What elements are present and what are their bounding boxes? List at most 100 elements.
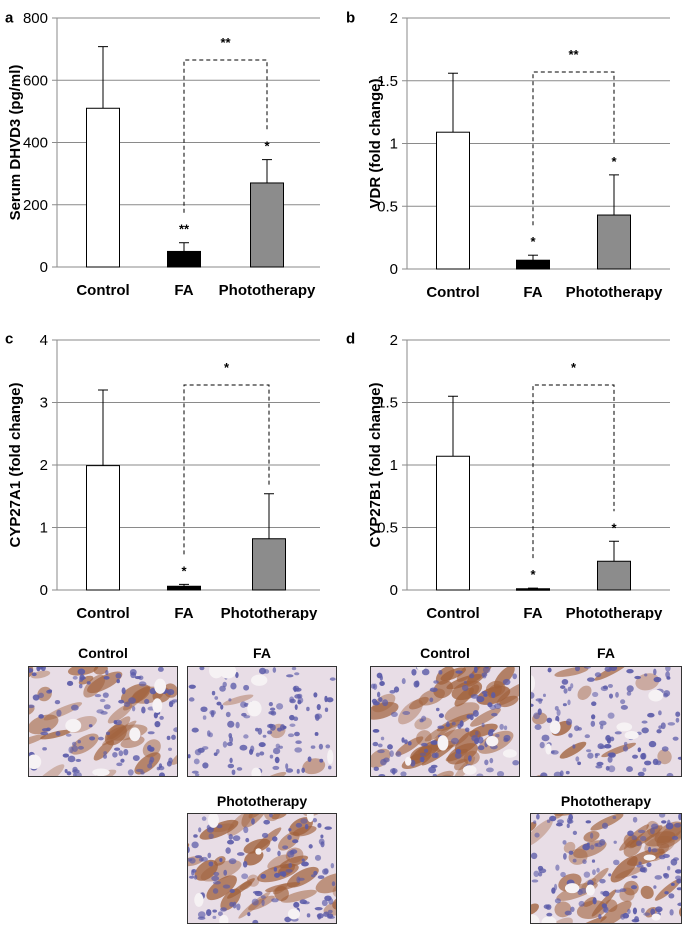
- nucleus: [570, 906, 575, 913]
- y-tick-label: 2: [390, 332, 398, 349]
- nucleus: [495, 733, 500, 738]
- nucleus: [269, 754, 274, 759]
- nucleus: [637, 829, 646, 834]
- nucleus: [212, 880, 221, 885]
- category-label: Control: [426, 284, 479, 301]
- nucleus: [429, 687, 438, 693]
- nucleus: [116, 678, 120, 684]
- nucleus: [132, 755, 140, 761]
- nucleus: [102, 692, 109, 698]
- nucleus: [642, 767, 647, 772]
- nucleus: [649, 827, 655, 835]
- stain-region: [466, 667, 494, 687]
- nucleus: [415, 680, 420, 687]
- significance-marker: *: [611, 520, 617, 535]
- nucleus: [596, 867, 600, 873]
- nucleus: [103, 754, 107, 759]
- nucleus: [260, 873, 267, 879]
- nucleus: [377, 743, 383, 748]
- nucleus: [295, 822, 303, 828]
- nucleus: [289, 714, 295, 721]
- nucleus: [68, 746, 74, 754]
- nucleus: [250, 745, 255, 753]
- nucleus: [225, 711, 231, 718]
- nucleus: [188, 858, 193, 862]
- nucleus: [54, 699, 61, 705]
- nucleus: [570, 683, 574, 689]
- nucleus: [272, 667, 277, 673]
- nucleus: [648, 846, 652, 853]
- nucleus: [251, 818, 255, 825]
- nucleus: [531, 879, 539, 883]
- stain-region: [429, 770, 454, 776]
- nucleus: [420, 756, 425, 763]
- nucleus: [113, 720, 118, 725]
- nucleus: [210, 710, 215, 718]
- nucleus: [607, 756, 613, 763]
- nucleus: [627, 830, 634, 837]
- nucleus: [630, 885, 638, 890]
- nucleus: [663, 690, 671, 697]
- nucleus: [587, 752, 594, 759]
- nucleus: [467, 755, 472, 762]
- nucleus: [669, 909, 674, 916]
- nucleus: [330, 862, 335, 869]
- nucleus: [568, 850, 574, 855]
- nucleus: [637, 747, 642, 753]
- nucleus: [140, 771, 145, 775]
- nucleus: [294, 704, 298, 710]
- nucleus: [564, 910, 572, 916]
- tissue-texture: [188, 814, 336, 923]
- significance-marker: **: [179, 222, 190, 237]
- nucleus: [141, 706, 146, 714]
- nucleus: [675, 711, 681, 717]
- nucleus: [241, 873, 249, 880]
- nucleus: [536, 814, 540, 820]
- nucleus: [555, 864, 560, 871]
- bracket-significance-label: *: [571, 360, 577, 375]
- nucleus: [674, 869, 681, 874]
- stain-region: [395, 736, 424, 756]
- nucleus: [216, 701, 222, 706]
- stain-region: [302, 758, 326, 775]
- nucleus: [55, 731, 61, 737]
- panel-label-c: c: [5, 330, 13, 347]
- nucleus: [215, 748, 220, 754]
- nucleus: [640, 907, 645, 914]
- nucleus: [269, 814, 273, 818]
- nucleus: [115, 673, 122, 679]
- nucleus: [438, 669, 443, 675]
- nucleus: [316, 913, 324, 919]
- nucleus: [288, 862, 293, 869]
- nucleus: [653, 885, 657, 889]
- nucleus: [65, 733, 72, 737]
- nucleus: [560, 685, 566, 689]
- nucleus: [641, 727, 649, 734]
- nucleus: [326, 697, 334, 703]
- nucleus: [114, 747, 121, 751]
- category-label: Control: [426, 605, 479, 620]
- nucleus: [489, 757, 494, 764]
- nucleus: [473, 667, 478, 673]
- nucleus: [644, 760, 652, 766]
- nucleus: [200, 706, 208, 712]
- nucleus: [268, 702, 273, 707]
- stain-region: [93, 739, 115, 761]
- nucleus: [328, 765, 332, 770]
- nucleus: [658, 814, 666, 818]
- nucleus: [219, 858, 223, 863]
- y-tick-label: 0: [390, 261, 398, 278]
- nucleus: [502, 678, 511, 686]
- stain-region: [371, 702, 399, 720]
- micrograph-label-control-left: Control: [78, 645, 128, 661]
- stain-region: [280, 889, 317, 903]
- nucleus: [390, 768, 398, 774]
- nucleus: [401, 737, 405, 743]
- micrograph-control-right: [370, 666, 520, 777]
- nucleus: [551, 887, 556, 894]
- nucleus: [205, 909, 212, 917]
- nucleus: [667, 722, 676, 726]
- nucleus: [622, 745, 629, 752]
- nucleus: [201, 816, 207, 821]
- nucleus: [666, 676, 671, 680]
